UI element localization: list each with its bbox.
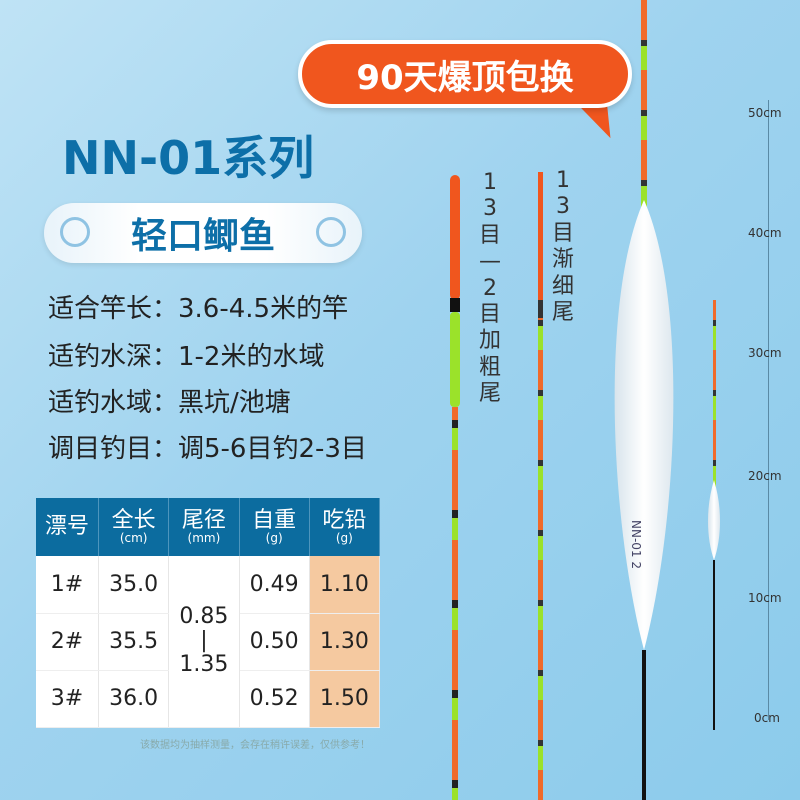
spec-rod-length: 适合竿长：3.6-4.5米的竿 — [48, 294, 349, 324]
series-title: NN-01系列 — [62, 131, 315, 185]
table-row: 3# 36.0 0.52 1.50 — [36, 670, 381, 728]
ruler-label: 30cm — [748, 346, 782, 360]
cell: 2# — [36, 613, 100, 671]
swirl-ornament-icon — [316, 217, 346, 247]
thick-tail-top — [450, 175, 460, 300]
ruler-label: 50cm — [748, 106, 782, 120]
table-header-row: 漂号 全长 (cm) 尾径 (mm) 自重 (g) 吃铅 (g) — [36, 498, 381, 556]
tail-diameter-cell: 0.85 | 1.35 — [168, 556, 240, 728]
spec-table: 漂号 全长 (cm) 尾径 (mm) 自重 (g) 吃铅 (g) 1# 35.0 0.8… — [36, 498, 381, 728]
ruler-label: 20cm — [748, 469, 782, 483]
thick-tail-float — [452, 407, 458, 800]
thin-tail-label: 13目渐细尾 — [551, 168, 574, 325]
small-float-tail — [713, 300, 716, 490]
main-float-body — [614, 200, 674, 650]
category-pill: 轻口鲫鱼 — [44, 203, 362, 263]
cell: 36.0 — [98, 670, 170, 728]
small-float-body — [707, 480, 721, 560]
cell: 1.10 — [309, 556, 381, 614]
col-header: 吃铅 (g) — [309, 498, 381, 556]
col-header: 漂号 — [36, 498, 100, 556]
float-marking: NN-01 2 — [629, 520, 643, 569]
main-float-stem — [642, 650, 646, 800]
ruler-label: 10cm — [748, 591, 782, 605]
cell: 1.30 — [309, 613, 381, 671]
cell: 3# — [36, 670, 100, 728]
ruler-label: 0cm — [754, 711, 780, 725]
ruler — [768, 100, 772, 720]
cell: 35.0 — [98, 556, 170, 614]
ruler-label: 40cm — [748, 226, 782, 240]
category-label: 轻口鲫鱼 — [130, 216, 275, 257]
cell: 1.50 — [309, 670, 381, 728]
cell: 0.50 — [239, 613, 310, 671]
spec-tuning: 调目钓目：调5-6目钓2-3目 — [48, 434, 367, 464]
cell: 0.49 — [239, 556, 310, 614]
col-header: 自重 (g) — [239, 498, 310, 556]
swirl-ornament-icon — [60, 217, 90, 247]
spec-water-type: 适钓水域：黑坑/池塘 — [48, 388, 291, 418]
table-row: 1# 35.0 0.85 | 1.35 0.49 1.10 — [36, 556, 381, 728]
col-header: 尾径 (mm) — [168, 498, 240, 556]
col-header: 全长 (cm) — [98, 498, 170, 556]
cell: 0.52 — [239, 670, 310, 728]
thin-tail-float — [538, 172, 543, 300]
promo-badge: 90天爆顶包换 — [298, 40, 632, 108]
table-row: 2# 35.5 0.50 1.30 — [36, 613, 381, 671]
cell: 1# — [36, 556, 100, 614]
disclaimer-note: 该数据均为抽样测量，会存在稍许误差，仅供参考！ — [140, 740, 370, 751]
thick-tail-label: 13目—2目加粗尾 — [478, 170, 501, 407]
spec-water-depth: 适钓水深：1-2米的水域 — [48, 342, 325, 372]
cell: 35.5 — [98, 613, 170, 671]
main-float-tail — [641, 0, 647, 215]
